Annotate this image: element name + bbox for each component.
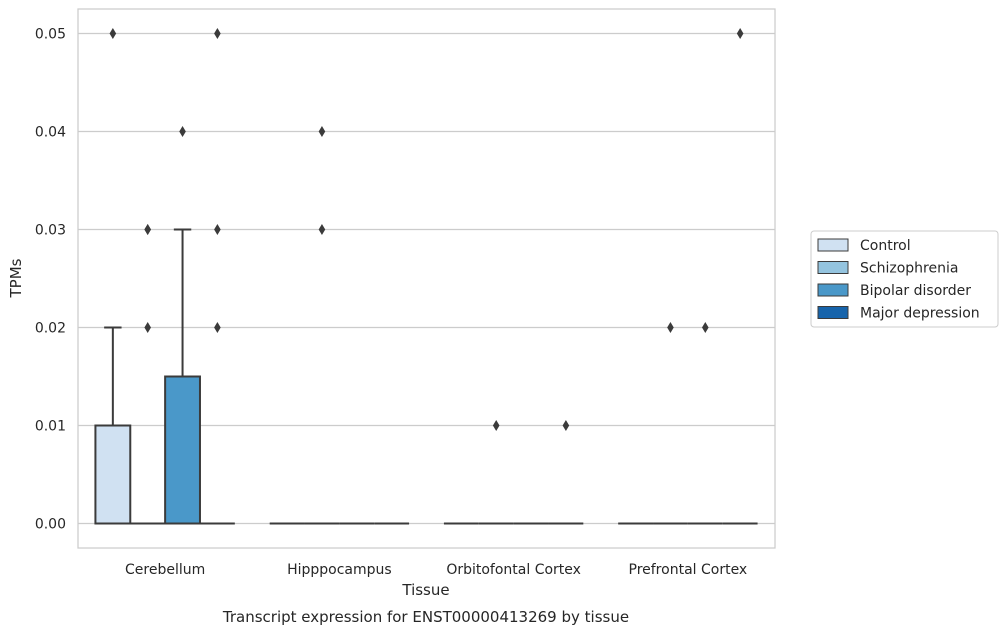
series-bipolar-disorder [164,126,723,525]
y-tick-label: 0.01 [35,419,66,435]
legend-swatch [817,238,849,252]
series-major-depression [199,28,758,525]
y-tick-labels: 0.00 0.01 0.02 0.03 0.04 0.05 [35,27,66,533]
series-control [94,28,654,525]
legend-label: Major depression [860,306,980,322]
y-axis-label: TPMs [7,258,25,298]
legend-label: Bipolar disorder [860,283,971,299]
outlier-point [214,28,221,39]
outlier-point [144,224,151,235]
outlier-point [214,224,221,235]
box-series [94,28,758,525]
outlier-point [109,28,117,39]
legend-label: Schizophrenia [860,261,958,277]
outlier-point [562,420,570,431]
box [94,424,132,525]
plot-area-frame [77,8,776,549]
y-tick-label: 0.04 [35,125,66,141]
outlier-point [736,28,744,39]
chart-caption: Transcript expression for ENST0000041326… [222,608,629,626]
outlier-point [702,322,709,333]
x-tick-label: Cerebellum [125,562,205,578]
x-tick-label: Orbitofontal Cortex [446,562,581,578]
box [164,375,201,525]
legend-label: Control [860,238,911,254]
legend-frame [810,230,999,328]
x-axis-label: Tissue [401,581,449,599]
legend: Control Schizophrenia Bipolar disorder Majo… [810,230,999,328]
legend-swatch [817,261,849,274]
series-schizophrenia [130,126,688,525]
y-tick-label: 0.05 [35,27,66,43]
outlier-point [318,224,326,235]
x-tick-label: Hipppocampus [287,562,392,578]
y-tick-label: 0.00 [35,517,66,533]
x-tick-labels: Cerebellum Hipppocampus Orbitofontal Corte… [125,562,747,578]
legend-swatch [817,306,849,319]
outlier-point [492,420,500,431]
outlier-point [144,322,151,333]
outlier-point [179,126,186,137]
y-tick-label: 0.02 [35,321,66,337]
x-tick-label: Prefrontal Cortex [629,562,748,578]
outlier-point [214,322,221,333]
outlier-point [667,322,674,333]
y-tick-label: 0.03 [35,223,66,239]
outlier-point [318,126,326,137]
legend-swatch [817,283,849,297]
